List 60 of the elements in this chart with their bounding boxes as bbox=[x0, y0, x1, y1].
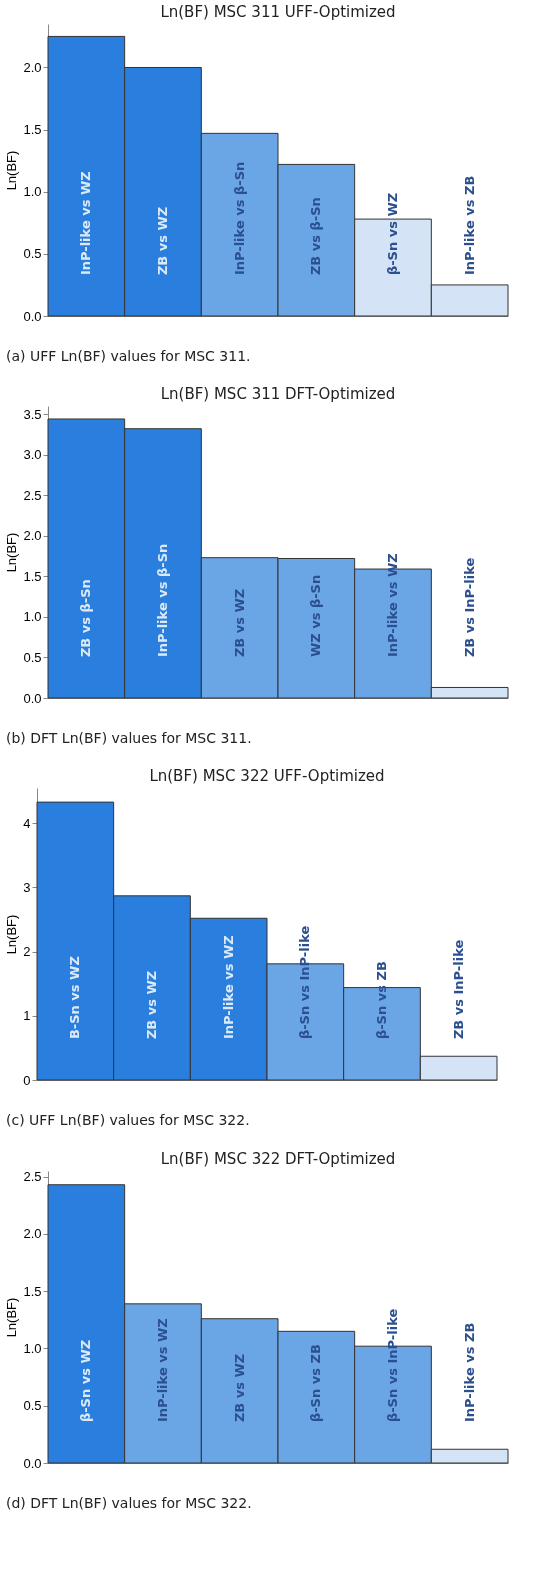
category-label: InP-like vs ZB bbox=[461, 1322, 477, 1423]
category-label: ZB vs WZ bbox=[155, 206, 170, 276]
y-tick-label: 0.0 bbox=[23, 1455, 42, 1471]
category-label: β-Sn vs WZ bbox=[78, 1339, 94, 1423]
category-label: InP-like vs WZ bbox=[78, 171, 94, 276]
category-label: ZB vs WZ bbox=[144, 970, 159, 1040]
category-label: ZB vs β-Sn bbox=[78, 579, 94, 658]
y-tick-label: 2.0 bbox=[23, 528, 42, 544]
y-axis-title: Ln(BF) bbox=[4, 1297, 20, 1338]
text: (c) UFF Ln(BF) values for MSC 322. bbox=[6, 1112, 251, 1128]
y-tick-label: 2.5 bbox=[23, 1169, 42, 1185]
y-tick-label: 2.0 bbox=[23, 1226, 42, 1242]
y-tick-label: 2.5 bbox=[23, 487, 42, 503]
category-label: InP-like vs ZB bbox=[461, 175, 477, 276]
y-axis-title: Ln(BF) bbox=[4, 150, 20, 191]
text: (d) DFT Ln(BF) values for MSC 322. bbox=[6, 1495, 253, 1511]
y-tick-label: 0.5 bbox=[23, 649, 42, 665]
category-label: ZB vs β-Sn bbox=[308, 197, 324, 276]
category-label: ZB vs InP-like bbox=[450, 939, 466, 1040]
category-label: ZB vs WZ bbox=[231, 588, 247, 658]
category-label: InP-like vs WZ bbox=[155, 1318, 170, 1423]
y-tick-label: 2 bbox=[23, 944, 31, 960]
text: (b) DFT Ln(BF) values for MSC 311. bbox=[6, 730, 253, 746]
category-label: ZB vs WZ bbox=[231, 1353, 247, 1423]
category-label: β-Sn vs InP-like bbox=[385, 1308, 400, 1423]
chart-title: Ln(BF) MSC 311 DFT-Optimized bbox=[160, 385, 396, 403]
y-tick-label: 1.5 bbox=[23, 1283, 42, 1299]
category-label: B-Sn vs WZ bbox=[67, 956, 83, 1040]
y-tick-label: 1.5 bbox=[23, 122, 42, 138]
y-tick-label: 0 bbox=[23, 1072, 31, 1088]
category-label: β-Sn vs ZB bbox=[308, 1344, 324, 1423]
category-label: β-Sn vs InP-like bbox=[297, 925, 313, 1040]
chart-title: Ln(BF) MSC 311 UFF-Optimized bbox=[160, 3, 396, 21]
y-tick-label: 1.0 bbox=[23, 609, 42, 625]
y-axis-title: Ln(BF) bbox=[4, 914, 20, 955]
category-label: β-Sn vs ZB bbox=[374, 961, 389, 1040]
category-label: InP-like vs β-Sn bbox=[155, 543, 170, 658]
category-label: InP-like vs WZ bbox=[385, 553, 400, 658]
y-tick-label: 3.0 bbox=[23, 447, 42, 463]
category-label: InP-like vs WZ bbox=[220, 935, 236, 1040]
y-tick-label: 2.0 bbox=[23, 59, 42, 75]
y-axis-title: Ln(BF) bbox=[4, 532, 20, 573]
y-tick-label: 0.0 bbox=[23, 308, 42, 324]
y-tick-label: 4 bbox=[23, 815, 31, 831]
y-tick-label: 3 bbox=[23, 879, 31, 895]
y-tick-label: 1.0 bbox=[23, 184, 42, 200]
category-label: WZ vs β-Sn bbox=[308, 574, 324, 658]
y-tick-label: 3.5 bbox=[23, 406, 42, 422]
y-tick-label: 1 bbox=[23, 1008, 31, 1024]
y-tick-label: 1.0 bbox=[23, 1340, 42, 1356]
text: (a) UFF Ln(BF) values for MSC 311. bbox=[6, 348, 252, 364]
y-tick-label: 0.0 bbox=[23, 690, 42, 706]
category-label: β-Sn vs WZ bbox=[385, 192, 400, 276]
category-label: ZB vs InP-like bbox=[461, 557, 477, 658]
chart-title: Ln(BF) MSC 322 UFF-Optimized bbox=[149, 767, 385, 785]
category-label: InP-like vs β-Sn bbox=[231, 161, 247, 276]
chart-title: Ln(BF) MSC 322 DFT-Optimized bbox=[160, 1149, 396, 1168]
y-tick-label: 0.5 bbox=[23, 1398, 42, 1414]
y-tick-label: 1.5 bbox=[23, 568, 42, 584]
y-tick-label: 0.5 bbox=[23, 246, 42, 262]
